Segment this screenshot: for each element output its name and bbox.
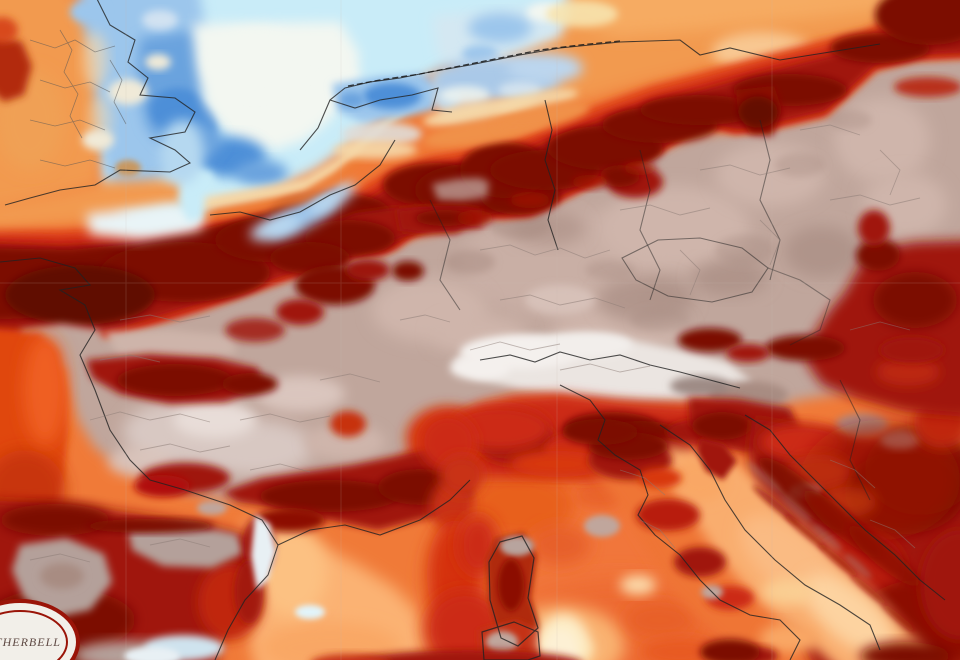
svg-text:ATHERBELL: ATHERBELL	[0, 635, 61, 649]
